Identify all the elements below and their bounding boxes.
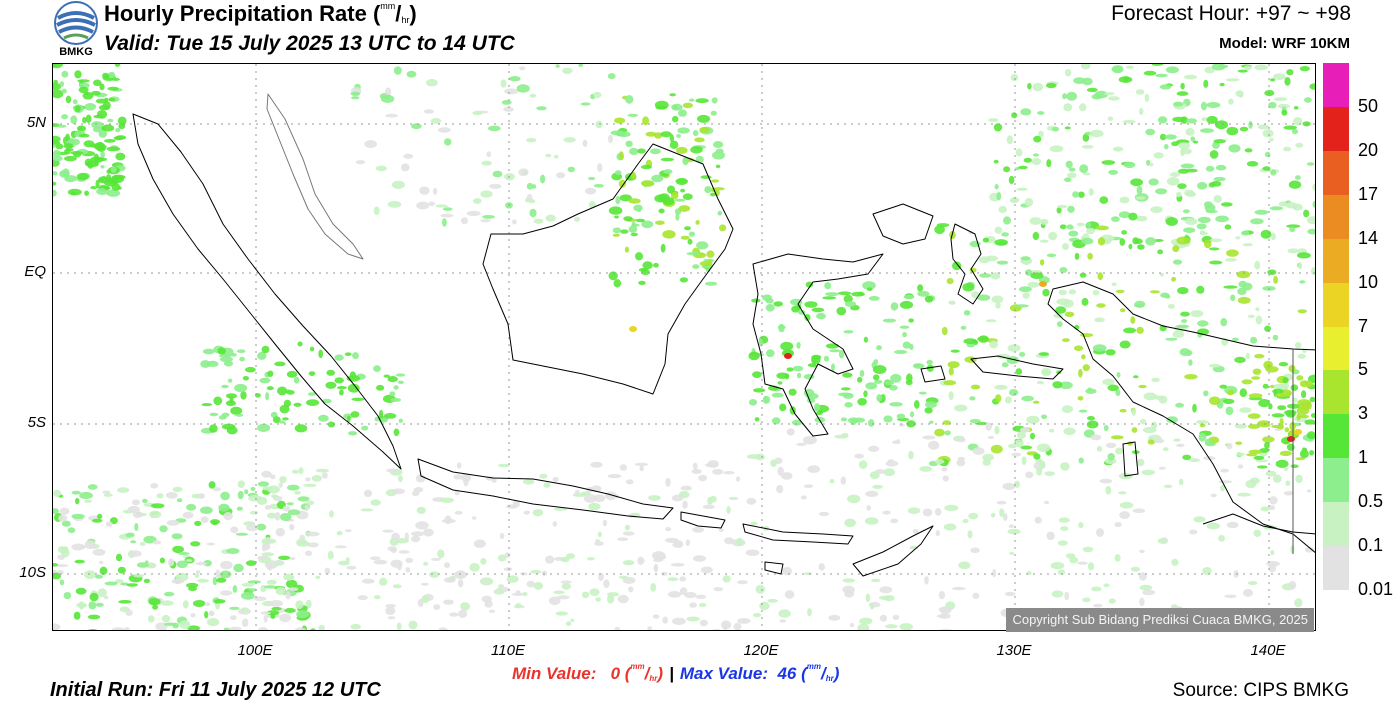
legend-swatch	[1323, 326, 1349, 371]
model-name: Model: WRF 10KM	[1219, 35, 1350, 52]
legend-label: 0.01	[1358, 579, 1394, 599]
bmkg-logo: BMKG	[52, 0, 100, 62]
chart-title: Hourly Precipitation Rate (mm/hr)	[104, 1, 417, 26]
legend-swatch	[1323, 238, 1349, 284]
forecast-hour: Forecast Hour: +97 ~ +98	[1111, 2, 1351, 25]
legend-label: 7	[1358, 315, 1369, 336]
sulawesi-coast	[752, 253, 884, 437]
legend-label: 50	[1358, 95, 1379, 116]
lon-label: 130E	[996, 642, 1032, 659]
valid-time: Valid: Tue 15 July 2025 13 UTC to 14 UTC	[104, 32, 515, 55]
aru-coast	[1122, 441, 1139, 477]
legend-label: 3	[1358, 403, 1369, 424]
malay-peninsula-coast	[266, 93, 364, 260]
legend-swatch	[1323, 150, 1349, 196]
rain-layer	[53, 64, 1315, 630]
bali-lombok-coast	[680, 511, 726, 529]
coastlines	[132, 93, 1315, 577]
lat-label: 5S	[27, 414, 46, 431]
legend-label: 20	[1358, 139, 1379, 160]
lat-label: 10S	[19, 564, 46, 581]
australia-coast	[1202, 513, 1315, 535]
nusa-tenggara-coast	[742, 523, 854, 545]
legend-label: 1	[1358, 447, 1369, 468]
java-coast	[417, 458, 674, 520]
lon-label: 110E	[491, 642, 525, 659]
legend-swatch	[1323, 63, 1349, 108]
lon-label: 140E	[1250, 642, 1286, 659]
timor-coast	[852, 525, 934, 577]
halmahera-coast	[950, 223, 984, 305]
lon-label: 120E	[743, 642, 779, 659]
legend-label: 5	[1358, 359, 1369, 380]
lon-label: 100E	[237, 642, 273, 659]
buru-coast	[920, 365, 946, 383]
graticule	[53, 64, 1315, 630]
min-max-values: Min Value: 0 (mm/hr) | Max Value: 46 (mm/h…	[512, 662, 840, 683]
legend-swatch	[1323, 194, 1349, 240]
legend-swatch	[1323, 502, 1349, 547]
map-canvas	[53, 64, 1315, 630]
legend-swatch	[1323, 370, 1349, 415]
sumatra-coast	[132, 113, 402, 470]
mindanao-coast	[872, 203, 934, 245]
seram-coast	[970, 355, 1064, 380]
bmkg-logo-icon	[54, 1, 98, 45]
precipitation-map	[52, 63, 1316, 631]
legend-label: 0.5	[1358, 491, 1384, 512]
legend-swatch	[1323, 106, 1349, 152]
legend-swatch	[1323, 282, 1349, 327]
max-value-group: Max Value: 46 (mm/hr)	[679, 662, 840, 683]
legend-swatch	[1323, 414, 1349, 459]
lat-label: 5N	[26, 114, 46, 131]
initial-run: Initial Run: Fri 11 July 2025 12 UTC	[50, 679, 381, 701]
legend-label: 14	[1358, 227, 1379, 248]
borneo-coast	[482, 143, 734, 395]
logo-text: BMKG	[59, 46, 93, 58]
legend-swatch	[1323, 458, 1349, 503]
source-credit: Source: CIPS BMKG	[1172, 680, 1349, 701]
legend-label: 0.1	[1358, 535, 1384, 556]
legend-swatch	[1323, 546, 1349, 591]
legend-label: 17	[1358, 183, 1379, 204]
legend-label: 10	[1358, 271, 1379, 292]
copyright-notice: Copyright Sub Bidang Prediksi Cuaca BMKG…	[1006, 608, 1314, 632]
color-legend	[1323, 63, 1349, 591]
min-value-group: Min Value: 0 (mm/hr)	[512, 662, 664, 683]
sumba-coast	[764, 561, 784, 575]
lat-label: EQ	[24, 263, 46, 280]
